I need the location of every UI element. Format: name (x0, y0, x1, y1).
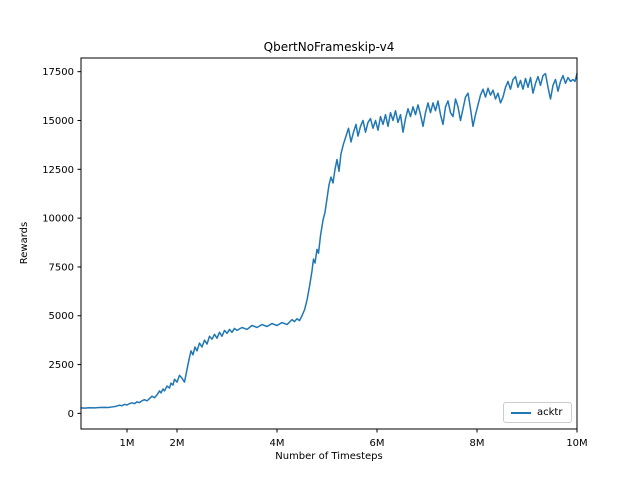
x-tick-label: 4M (270, 438, 285, 449)
y-tick-label: 15000 (42, 116, 74, 127)
axes-spines (80, 57, 578, 430)
axis-ticks: 1M 2M 4M 6M 8M 10M 0 2500 5000 7500 10000 12500 1500… (42, 67, 587, 449)
y-tick-label: 0 (68, 409, 74, 420)
y-axis-label: Rewards (19, 222, 30, 264)
x-axis-label: Number of Timesteps (275, 451, 382, 462)
y-tick-label: 10000 (42, 214, 74, 225)
x-tick-label: 10M (566, 438, 587, 449)
legend-entry-label: acktr (537, 406, 563, 418)
chart-title: QbertNoFrameskip-v4 (264, 40, 395, 54)
y-tick-label: 2500 (49, 360, 74, 371)
x-tick-label: 6M (370, 438, 385, 449)
y-tick-label: 12500 (42, 165, 74, 176)
y-tick-label: 7500 (49, 262, 74, 273)
series-line-acktr (80, 72, 578, 409)
x-tick-label: 2M (170, 438, 185, 449)
y-tick-label: 17500 (42, 67, 74, 78)
legend-line-sample (511, 411, 531, 414)
y-tick-label: 5000 (49, 311, 74, 322)
series-lines (80, 72, 578, 409)
legend: acktr (503, 402, 572, 423)
x-tick-label: 8M (470, 438, 485, 449)
x-tick-label: 1M (120, 438, 135, 449)
